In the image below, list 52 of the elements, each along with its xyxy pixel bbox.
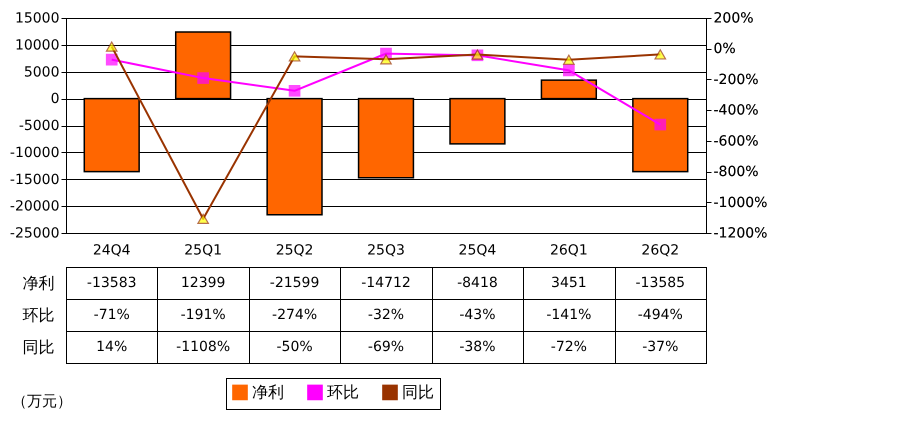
y2-tick-label: -600% xyxy=(714,133,759,150)
text: 环比 xyxy=(22,306,54,324)
data-label: 12399 xyxy=(180,275,226,291)
y2-tick-label: -800% xyxy=(714,164,759,180)
x-tick-label: 25Q1 xyxy=(184,242,222,258)
data-label: -141% xyxy=(546,307,592,323)
legend-label: 净利 xyxy=(252,382,284,402)
y-tick-label: 15000 xyxy=(14,10,60,26)
data-label: -69% xyxy=(368,339,404,355)
data-label: -32% xyxy=(368,307,404,323)
y-tick-label: 5000 xyxy=(24,64,60,80)
data-label: -13585 xyxy=(635,275,686,291)
data-label: -8418 xyxy=(457,275,498,291)
text: （万元） xyxy=(12,392,72,411)
y2-tick-label: -1000% xyxy=(714,194,768,211)
text: 同比 xyxy=(22,338,54,356)
data-label: -71% xyxy=(94,307,130,323)
data-label: -37% xyxy=(642,339,678,355)
y-tick-label: 0 xyxy=(50,91,60,108)
text: 净利 xyxy=(22,274,54,292)
data-label: -50% xyxy=(276,339,313,355)
y2-tick-label: -1200% xyxy=(714,226,768,242)
x-tick-label: 25Q2 xyxy=(276,242,314,258)
data-label: -21599 xyxy=(270,275,320,291)
data-label: -494% xyxy=(638,307,683,323)
x-tick-label: 24Q4 xyxy=(92,242,131,258)
y-tick-label: -25000 xyxy=(10,226,60,242)
y2-tick-label: -400% xyxy=(714,102,759,119)
y-tick-label: -20000 xyxy=(10,198,60,215)
x-tick-label: 26Q1 xyxy=(550,242,588,258)
y-tick-label: -10000 xyxy=(10,144,60,161)
data-label: -274% xyxy=(272,307,318,323)
data-label: -191% xyxy=(180,307,226,323)
data-label: -43% xyxy=(459,307,496,323)
data-label: -1108% xyxy=(176,339,230,355)
y2-tick-label: 200% xyxy=(714,10,754,26)
data-label: -14712 xyxy=(361,275,411,291)
y-tick-label: 10000 xyxy=(14,37,60,54)
y2-tick-label: 0% xyxy=(714,41,736,58)
data-label: -72% xyxy=(550,339,587,355)
data-label: 14% xyxy=(96,339,128,355)
legend-label: 同比 xyxy=(402,382,434,402)
y-tick-label: -15000 xyxy=(10,172,60,188)
data-label: -38% xyxy=(459,339,496,355)
x-tick-label: 25Q4 xyxy=(458,242,496,258)
x-tick-label: 26Q2 xyxy=(641,242,680,258)
legend-label: 环比 xyxy=(327,382,359,402)
data-label: -13583 xyxy=(86,275,137,291)
data-label: 3451 xyxy=(551,275,587,291)
y-tick-label: -5000 xyxy=(18,118,60,134)
x-tick-label: 25Q3 xyxy=(367,242,405,258)
y2-tick-label: -200% xyxy=(714,72,759,88)
